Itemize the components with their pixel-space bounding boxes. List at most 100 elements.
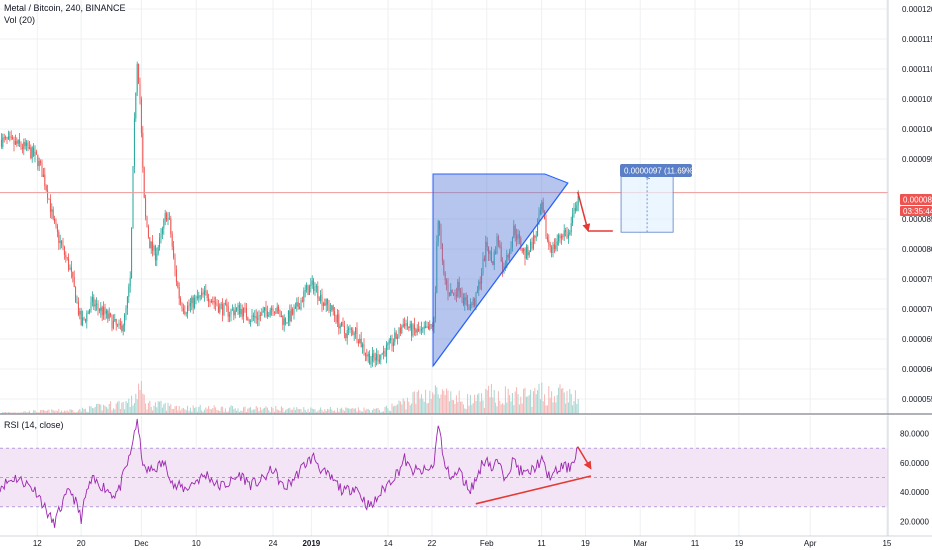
volume-bar: [488, 385, 490, 414]
candle-body: [405, 322, 407, 326]
volume-bar: [250, 407, 252, 414]
volume-bar: [62, 411, 64, 414]
ascending-triangle[interactable]: [432, 173, 569, 368]
candle-body: [413, 324, 415, 330]
volume-bar: [271, 406, 273, 414]
candle-body: [488, 246, 490, 254]
symbol-title[interactable]: Metal / Bitcoin, 240, BINANCE: [4, 3, 126, 13]
volume-bar: [264, 407, 266, 414]
volume-bar: [212, 408, 214, 414]
candle-body: [455, 294, 457, 297]
volume-bar: [369, 410, 371, 414]
volume-bar: [237, 408, 239, 414]
volume-bar: [229, 407, 231, 414]
volume-bar: [192, 405, 194, 414]
candle-body: [65, 254, 67, 258]
rsi-arrow-down[interactable]: [577, 446, 592, 470]
candle-body: [19, 139, 21, 144]
candle-body: [26, 142, 28, 147]
candle-body: [363, 344, 365, 353]
candle-body: [97, 303, 99, 309]
volume-bar: [516, 387, 518, 414]
rsi-divergence-line[interactable]: [475, 475, 592, 505]
volume-bar: [535, 394, 537, 414]
volume-bar: [493, 389, 495, 414]
candle-body: [290, 309, 292, 322]
volume-bar: [485, 388, 487, 414]
candle-body: [573, 208, 575, 215]
candle-body: [425, 326, 427, 328]
candle-body: [202, 292, 204, 295]
drawing-annotations[interactable]: [0, 173, 888, 368]
volume-bar: [251, 410, 253, 414]
candle-body: [215, 302, 217, 304]
volume-bar: [317, 411, 319, 414]
volume-bar: [203, 409, 205, 414]
candle-body: [208, 297, 210, 302]
measure-label: 0.0000097 (11.69%) 97: [624, 167, 708, 176]
candle-body: [343, 326, 345, 334]
volume-bar: [457, 401, 459, 414]
volume-bar: [222, 406, 224, 414]
candle-body: [160, 233, 162, 238]
candle-body: [331, 305, 333, 310]
volume-bar: [551, 391, 553, 414]
candle-body: [493, 251, 495, 265]
candle-body: [54, 218, 56, 223]
candle-body: [147, 226, 149, 238]
candle-body: [367, 353, 369, 357]
candle-body: [346, 330, 348, 339]
time-axis-labels[interactable]: 12 20 Dec 10 24 2019 14 22 Feb 11 19 Mar 11 19 Apr 15: [33, 539, 892, 548]
candle-body: [68, 258, 70, 270]
candle-body: [132, 166, 134, 229]
candle-body: [336, 314, 338, 323]
measure-badge[interactable]: 0.0000097 (11.69%) 97: [620, 164, 708, 177]
volume-bar: [252, 409, 254, 414]
volume-bar: [366, 408, 368, 414]
volume-bar: [248, 407, 250, 414]
volume-bar: [52, 410, 54, 414]
triangle-support-line[interactable]: [432, 182, 569, 367]
candle-body: [570, 223, 572, 233]
candle-body: [163, 219, 165, 229]
volume-bar: [446, 388, 448, 414]
candle-body: [325, 298, 327, 306]
volume-bar: [525, 396, 527, 414]
candle-body: [96, 303, 98, 305]
candle-body: [320, 294, 322, 301]
volume-bar: [282, 407, 284, 414]
rsi-legend[interactable]: RSI (14, close): [4, 420, 64, 430]
candle-body: [114, 318, 116, 321]
volume-bar: [275, 406, 277, 414]
volume-bar: [531, 406, 533, 414]
candle-body: [429, 324, 431, 330]
candle-body: [411, 323, 413, 336]
volume-bar: [110, 401, 112, 414]
candle-body: [478, 281, 480, 291]
price-axis-labels[interactable]: 0.0001200 0.0001150 0.0001100 0.0001050 0.00…: [902, 5, 932, 404]
candle-body: [409, 323, 411, 329]
candle-body: [30, 147, 32, 159]
volume-bar: [313, 409, 315, 414]
volume-bar: [84, 408, 86, 414]
volume-bar: [415, 403, 417, 414]
candle-body: [167, 217, 169, 221]
candle-body: [483, 258, 485, 261]
volume-bar: [2, 411, 4, 414]
candle-body: [86, 313, 88, 322]
candle-body: [194, 298, 196, 308]
candle-body: [388, 339, 390, 344]
volume-legend[interactable]: Vol (20): [4, 15, 35, 25]
volume-bar: [492, 397, 494, 414]
candle-body: [307, 285, 309, 295]
price-tick-label: 0.0001150: [902, 35, 932, 44]
candle-body: [261, 312, 263, 316]
candle-body: [475, 292, 477, 306]
volume-bar: [182, 407, 184, 414]
volume-bar: [119, 408, 121, 414]
volume-bar: [86, 411, 88, 414]
price-arrow-down[interactable]: [577, 191, 591, 232]
rsi-axis-labels[interactable]: 80.0000 60.0000 40.0000 20.0000: [900, 430, 929, 527]
